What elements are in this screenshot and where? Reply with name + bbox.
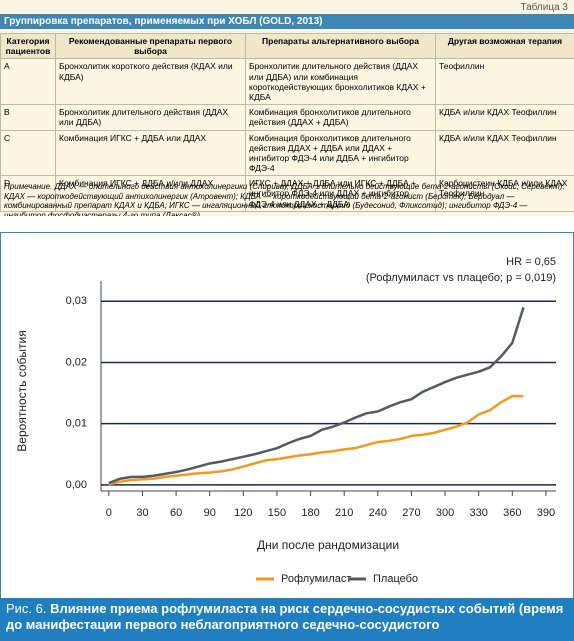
annotation: HR = 0,65: [506, 256, 556, 268]
series-line: [109, 307, 524, 483]
x-tick-label: 240: [369, 507, 387, 519]
table-title: Группировка препаратов, применяемых при …: [0, 14, 574, 29]
column-header: Препараты альтернативного выбора: [246, 34, 436, 59]
x-tick-label: 270: [402, 507, 420, 519]
x-tick-label: 300: [436, 507, 454, 519]
table-cell: КДБА и/или КДАХ Теофиллин: [436, 105, 574, 130]
table-note: Примечание. ДДАХ — длительного действия …: [0, 180, 574, 216]
x-tick-label: 90: [204, 507, 216, 519]
annotation: (Рофлумиласт vs плацебо; p = 0,019): [366, 272, 556, 284]
caption-label: Рис. 6.: [6, 601, 47, 616]
x-tick-label: 150: [268, 507, 286, 519]
x-tick-label: 30: [136, 507, 148, 519]
x-tick-label: 390: [537, 507, 555, 519]
x-tick-label: 330: [469, 507, 487, 519]
x-tick-label: 180: [301, 507, 319, 519]
chart: 0,00 0,01 0,02 0,03 0 30 60 90 120 150 180 210 240 27…: [1, 233, 573, 599]
table-section: Таблица 3 Группировка препаратов, примен…: [0, 0, 574, 216]
y-tick-label: 0,01: [66, 418, 87, 430]
x-axis-label: Дни после рандомизации: [257, 538, 399, 552]
table-cell: Теофиллин: [436, 59, 574, 105]
y-axis-label: Вероятность события: [15, 330, 29, 451]
table-label: Таблица 3: [520, 2, 568, 13]
table-cell: Бронхолитик длительного действия (ДДАХ и…: [246, 59, 436, 105]
table-cell: Комбинация бронхолитиков длительного дей…: [246, 130, 436, 176]
legend-label: Рофлумиласт: [281, 573, 351, 585]
figure-panel: 0,00 0,01 0,02 0,03 0 30 60 90 120 150 180 210 240 27…: [0, 232, 574, 635]
legend-label: Плацебо: [373, 573, 418, 585]
table-cell: Бронхолитик короткого действия (КДАХ или…: [56, 59, 246, 105]
y-tick-label: 0,00: [66, 479, 87, 491]
table-cell: Комбинация ИГКС + ДДБА или ДДАХ: [56, 130, 246, 176]
column-header: Другая возможная терапия: [436, 34, 574, 59]
table-cell: А: [1, 59, 56, 105]
x-tick-label: 210: [335, 507, 353, 519]
column-header: Категория пациентов: [1, 34, 56, 59]
caption-text: Влияние приема рофлумиласта на риск серд…: [6, 601, 563, 632]
table-cell: КДБА и/или КДАХ Теофиллин: [436, 130, 574, 176]
series-line: [109, 396, 524, 484]
x-tick-label: 360: [503, 507, 521, 519]
column-header: Рекомендованные препараты первого выбора: [56, 34, 246, 59]
table-cell: Комбинация бронхолитиков длительного дей…: [246, 105, 436, 130]
x-tick-label: 60: [170, 507, 182, 519]
table-cell: Бронхолитик длительного действия (ДДАХ и…: [56, 105, 246, 130]
x-tick-label: 120: [234, 507, 252, 519]
table-cell: С: [1, 130, 56, 176]
y-tick-label: 0,03: [66, 295, 87, 307]
table-cell: В: [1, 105, 56, 130]
x-tick-label: 0: [106, 507, 112, 519]
y-tick-label: 0,02: [66, 356, 87, 368]
